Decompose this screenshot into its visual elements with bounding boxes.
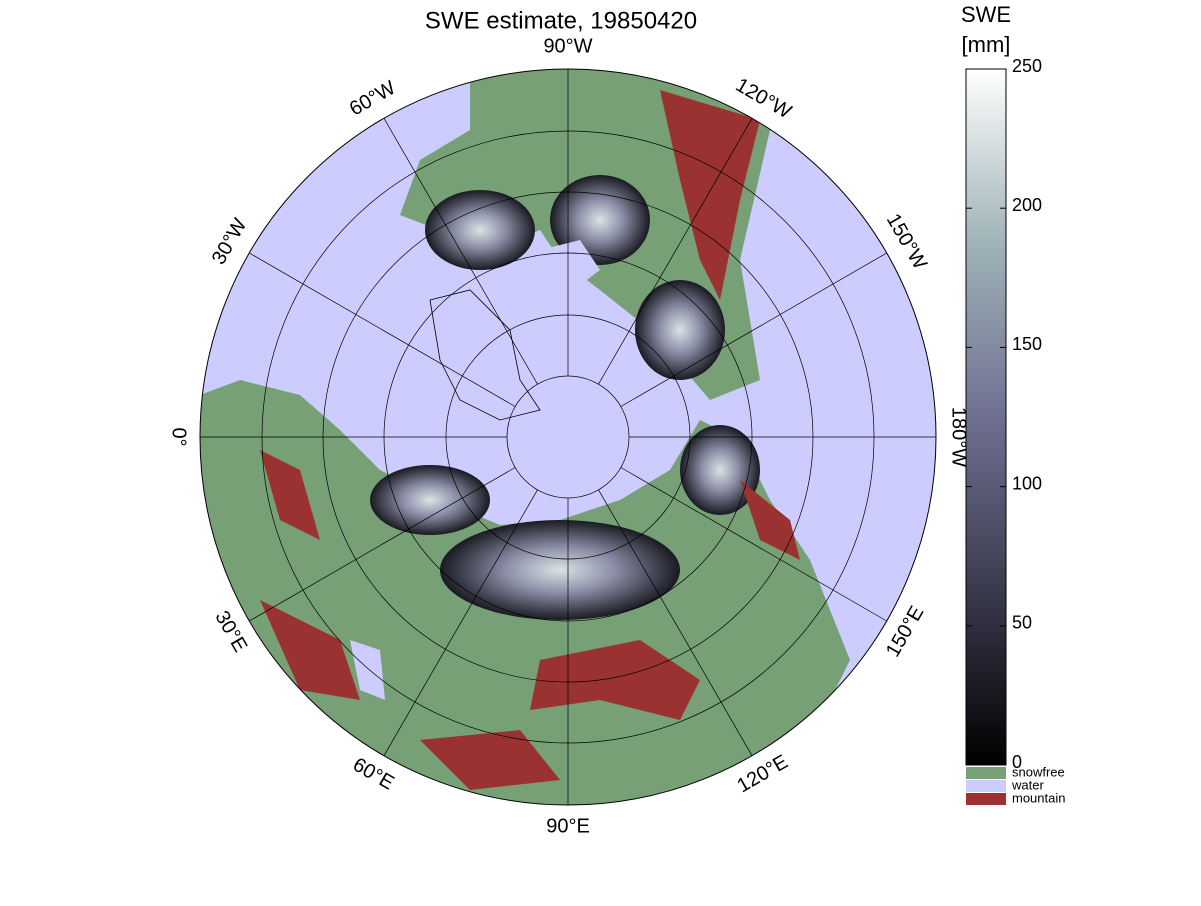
- colorbar-tick-label: 100: [1012, 473, 1042, 493]
- category-swatch: [966, 767, 1006, 779]
- meridian: [598, 118, 753, 385]
- map-frame: [199, 68, 937, 806]
- colorbar-tick-label: 250: [1012, 56, 1042, 76]
- snow-cover: [425, 190, 535, 270]
- meridian-label: 180°W: [948, 407, 970, 467]
- colorbar-unit: [mm]: [962, 32, 1011, 57]
- meridian: [620, 252, 887, 407]
- snow-cover: [440, 520, 680, 620]
- map-title: SWE estimate, 19850420: [425, 7, 697, 34]
- map: [200, 69, 936, 805]
- colorbar-title: SWE: [961, 2, 1011, 27]
- mountain-area: [260, 600, 360, 700]
- mountain-area: [260, 450, 320, 540]
- colorbar-tick-label: 200: [1012, 195, 1042, 215]
- meridian: [383, 118, 538, 385]
- category-swatch: [966, 780, 1006, 792]
- mountain-area: [420, 730, 560, 790]
- mountain-area: [740, 480, 800, 560]
- graticule: [200, 69, 936, 805]
- meridian: [249, 467, 516, 622]
- meridian-label: 90°W: [543, 35, 592, 57]
- category-label: water: [1011, 777, 1044, 792]
- meridian: [620, 467, 887, 622]
- meridian-label: 0°: [168, 427, 190, 446]
- greenland-outline: [429, 289, 541, 421]
- snow-cover: [680, 425, 760, 515]
- category-label: snowfree: [1012, 764, 1065, 779]
- mountain-area: [530, 640, 700, 720]
- sea: [350, 640, 385, 700]
- colorbar-tick-label: 50: [1012, 613, 1032, 633]
- bay: [530, 240, 600, 300]
- mountain-area: [660, 90, 760, 300]
- meridian: [383, 489, 538, 756]
- colorbar: [965, 68, 1007, 766]
- meridian-label: 90°E: [546, 815, 590, 837]
- colorbar-tick-label: 0: [1012, 752, 1022, 772]
- meridian: [598, 489, 753, 756]
- category-label: mountain: [1012, 790, 1065, 805]
- colorbar-tick-label: 150: [1012, 334, 1042, 354]
- meridian: [249, 252, 516, 407]
- category-swatch: [966, 793, 1006, 805]
- snow-cover: [370, 465, 490, 535]
- snow-cover: [635, 280, 725, 380]
